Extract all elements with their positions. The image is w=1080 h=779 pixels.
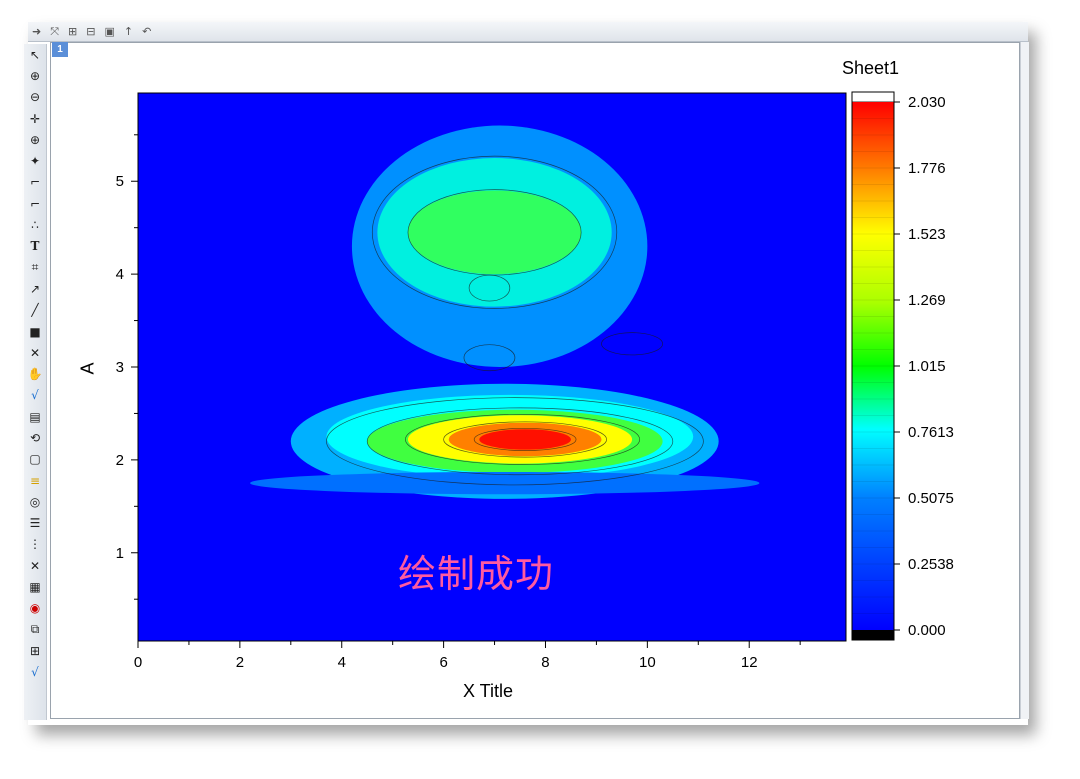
colorbar-tick-label: 1.015 xyxy=(908,358,946,375)
contour-lines xyxy=(326,155,704,486)
x-tick-label: 10 xyxy=(639,654,656,671)
contour-line xyxy=(366,407,674,476)
top-toolbar: ➜ ⤧ ⊞ ⊟ ▣ ↑ ↶ xyxy=(28,22,1028,42)
colorbar-top-cap xyxy=(851,91,895,103)
contour-line xyxy=(407,189,582,276)
y-tick-label: 2 xyxy=(116,452,124,469)
annotation-text: 绘制成功 xyxy=(398,552,555,596)
pin-icon[interactable]: ↑ xyxy=(123,24,134,38)
zoom-out-icon[interactable]: ⊖ xyxy=(29,90,41,105)
x-axis: 0 2 4 6 8 10 12 xyxy=(134,641,801,671)
x-tick-label: 12 xyxy=(741,654,758,671)
graph-target-icon[interactable]: ◉ xyxy=(29,601,41,616)
color-palette-icon[interactable]: ≡ xyxy=(29,473,41,488)
colorbar-tick-label: 0.000 xyxy=(908,622,946,639)
add-layer-2-icon[interactable]: ⊟ xyxy=(86,24,96,38)
screen-reader-icon[interactable]: ✦ xyxy=(29,154,41,169)
color-scale: 2.030 1.776 1.523 1.269 1.015 0.7613 0.5075 0.2… xyxy=(851,91,954,641)
layer-arrange-icon[interactable]: ⋮ xyxy=(29,537,41,552)
annotate-icon[interactable]: ⌗ xyxy=(31,260,39,275)
heat-blob xyxy=(479,429,571,450)
heat-blob xyxy=(250,471,760,495)
y-tick-label: 3 xyxy=(116,359,124,376)
colorbar-tick-label: 1.523 xyxy=(908,226,946,243)
line-tool-icon[interactable]: ╱ xyxy=(31,303,39,318)
x-tick-label: 8 xyxy=(541,654,549,671)
heatmap-field xyxy=(138,93,846,641)
graph-icon[interactable]: ▣ xyxy=(104,24,115,38)
data-select-icon[interactable]: ⌐ xyxy=(29,196,41,211)
y-tick-label: 1 xyxy=(116,545,124,562)
colorbar-tick-label: 1.269 xyxy=(908,292,946,309)
graph-edit-icon[interactable]: ▤ xyxy=(29,409,41,424)
contour-line xyxy=(463,344,516,372)
mask-icon[interactable]: ✕ xyxy=(29,345,41,360)
formula-icon[interactable]: √ xyxy=(31,388,39,403)
colorbar-tick-label: 0.2538 xyxy=(908,556,954,573)
left-toolbar: ↖ ⊕ ⊖ ✛ ⊕ ✦ ⌐ ⌐ ∴ T ⌗ ↗ ╱ ■ ✕ ✋ √ ▤ ⟲ ▢ … xyxy=(24,44,47,720)
y-axis-title: A xyxy=(77,362,98,375)
grid-icon[interactable]: ⊞ xyxy=(29,643,41,658)
sqrt-icon[interactable]: √ xyxy=(31,665,39,680)
contour-line xyxy=(473,427,577,451)
y-tick-label: 5 xyxy=(116,173,124,190)
x-tick-label: 6 xyxy=(439,654,447,671)
colorbar-bottom-cap xyxy=(852,630,894,640)
x-axis-title: X Title xyxy=(463,681,514,701)
hand-icon[interactable]: ✋ xyxy=(27,367,43,382)
text-tool-icon[interactable]: T xyxy=(30,239,40,254)
colorbar-tick-label: 0.5075 xyxy=(908,490,954,507)
color-scale-title: Sheet1 xyxy=(842,58,900,78)
undo-icon[interactable]: ↶ xyxy=(142,24,152,38)
arrow-right-icon[interactable]: ➜ xyxy=(32,24,42,38)
y-tick-label: 4 xyxy=(116,266,124,283)
crosshair-icon[interactable]: ✛ xyxy=(29,111,41,126)
page-tab[interactable]: 1 xyxy=(52,42,68,57)
colorbar-gradient xyxy=(852,102,894,630)
add-layer-icon[interactable]: ⊞ xyxy=(68,24,78,38)
contour-line xyxy=(468,274,511,302)
table-icon[interactable]: ▦ xyxy=(29,580,41,595)
colorbar-tick-label: 2.030 xyxy=(908,94,946,111)
rotate-icon[interactable]: ⟲ xyxy=(29,430,41,445)
x-tick-label: 2 xyxy=(236,654,244,671)
merge-icon[interactable]: ⧉ xyxy=(30,622,40,637)
scatter-icon[interactable]: ∴ xyxy=(31,218,39,233)
contour-line xyxy=(405,414,641,465)
contour-line xyxy=(601,332,663,356)
contour-line xyxy=(443,421,607,458)
scale-icon[interactable]: ⤧ xyxy=(50,24,60,38)
region-select-icon[interactable]: ⌐ xyxy=(29,175,41,190)
x-tick-label: 0 xyxy=(134,654,142,671)
pointer-icon[interactable]: ↖ xyxy=(29,47,41,62)
contour-line xyxy=(371,155,618,309)
heat-blob xyxy=(407,190,582,275)
colorbar-tick-label: 0.7613 xyxy=(908,424,954,441)
y-axis: 1 2 3 4 5 xyxy=(116,134,138,600)
zoom-in-icon[interactable]: ⊕ xyxy=(29,68,41,83)
contour-line xyxy=(326,397,704,486)
data-reader-icon[interactable]: ⊕ xyxy=(29,132,41,147)
rectangle-tool-icon[interactable]: ■ xyxy=(29,324,41,339)
window-right-edge xyxy=(1020,42,1029,719)
x-tick-label: 4 xyxy=(338,654,346,671)
cross-icon[interactable]: ✕ xyxy=(29,558,41,573)
list-icon[interactable]: ☰ xyxy=(29,516,41,531)
colorbar-tick-label: 1.776 xyxy=(908,160,946,177)
box-3d-icon[interactable]: ▢ xyxy=(29,452,41,467)
circle-icon[interactable]: ◎ xyxy=(29,494,41,509)
arrow-tool-icon[interactable]: ↗ xyxy=(29,281,41,296)
